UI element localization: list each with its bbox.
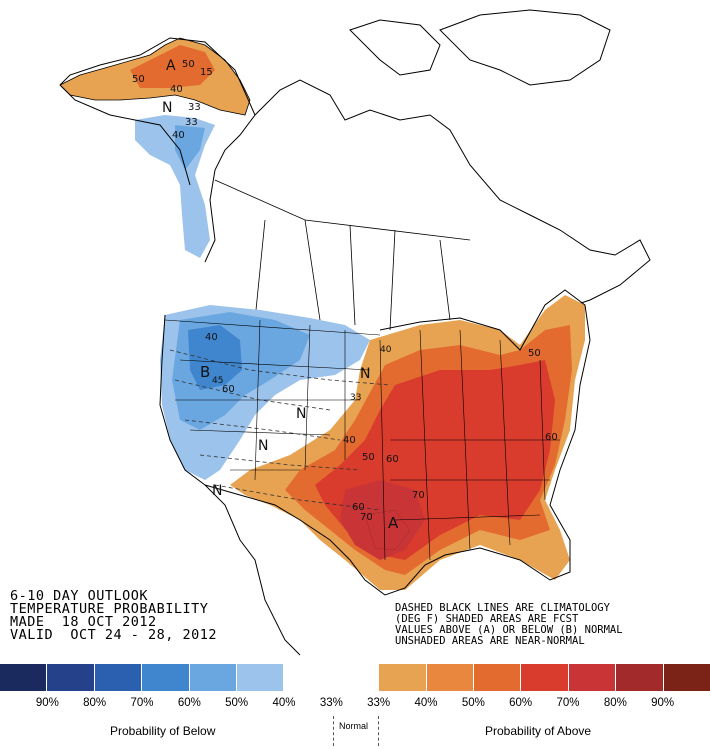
- legend-swatch: [331, 664, 380, 691]
- legend-swatch: [284, 664, 332, 691]
- legend-tick-label: 90%: [651, 697, 675, 709]
- legend-swatch: [521, 664, 569, 691]
- canada-outline: [254, 9, 651, 311]
- contour-label: 70: [360, 512, 373, 523]
- note-line: DASHED BLACK LINES ARE CLIMATOLOGY: [395, 602, 610, 614]
- contour-label: 33: [185, 117, 198, 128]
- legend-swatch: [94, 664, 143, 691]
- contour-label: 33: [188, 102, 201, 113]
- note-line: VALUES ABOVE (A) OR BELOW (B) NORMAL: [395, 624, 623, 636]
- contour-label: 60: [545, 432, 558, 443]
- legend-swatch: [189, 664, 238, 691]
- legend-tick-label: 33%: [367, 697, 391, 709]
- near-normal-n-label: N: [360, 366, 370, 382]
- contour-label: 60: [386, 454, 399, 465]
- state-lines: [164, 319, 560, 561]
- legend-separator: [378, 716, 379, 746]
- near-normal-n-label: N: [258, 438, 268, 454]
- legend-tick-label: 33%: [319, 697, 343, 709]
- contour-label: 50: [182, 59, 195, 70]
- province-lines: [214, 179, 471, 331]
- legend-tick-labels: 90% 80% 70% 60% 50% 40% 33% 33% 40% 50% 60% 70% 80% 9…: [0, 697, 710, 711]
- legend-tick-label: 40%: [272, 697, 296, 709]
- legend-tick-label: 80%: [83, 697, 107, 709]
- legend-swatch: [663, 664, 710, 691]
- contour-label: 60: [352, 502, 365, 513]
- contour-label: 40: [172, 130, 185, 141]
- legend-tick-label: 50%: [461, 697, 485, 709]
- legend-separator: [333, 716, 334, 746]
- alaska-a-label: A: [166, 58, 176, 74]
- contour-label: 40: [343, 435, 356, 446]
- contour-label: 50: [362, 452, 375, 463]
- legend-tick-label: 50%: [225, 697, 249, 709]
- legend-tick-label: 90%: [35, 697, 59, 709]
- south-a-label: A: [388, 514, 399, 532]
- below-caption: Probability of Below: [110, 724, 216, 738]
- near-normal-n-label: N: [296, 406, 306, 422]
- near-normal-n-label: N: [212, 483, 222, 499]
- legend-tick-label: 60%: [177, 697, 201, 709]
- contour-label: 40: [380, 345, 392, 355]
- contour-label: 60: [222, 384, 235, 395]
- legend-tick-label: 40%: [414, 697, 438, 709]
- legend-swatch: [474, 664, 522, 691]
- legend-swatch: [237, 664, 285, 691]
- note-line: UNSHADED AREAS ARE NEAR-NORMAL: [395, 635, 585, 647]
- outlook-title: 6-10 DAY OUTLOOK: [10, 588, 149, 604]
- note-line: (DEG F) SHADED AREAS ARE FCST: [395, 613, 579, 625]
- legend-tick-label: 60%: [509, 697, 533, 709]
- outlook-info: 6-10 DAY OUTLOOK TEMPERATURE PROBABILITY…: [10, 588, 218, 643]
- alaska-outline: [59, 37, 256, 263]
- contour-label: 50: [528, 348, 541, 359]
- legend-swatch: [379, 664, 427, 691]
- west-below-core: [188, 325, 242, 390]
- legend-tick-label: 70%: [556, 697, 580, 709]
- map-notes: DASHED BLACK LINES ARE CLIMATOLOGY (DEG …: [395, 603, 623, 647]
- contour-label: 15: [200, 67, 213, 78]
- contour-label: 70: [412, 490, 425, 501]
- normal-caption: Normal: [339, 721, 369, 731]
- outlook-valid-dates: VALID OCT 24 - 28, 2012: [10, 627, 218, 643]
- outlook-map: A N 50 40 33 15 40 50 33 B 40 60 45 N N …: [59, 9, 651, 656]
- contour-label: 33: [350, 393, 361, 403]
- outlook-subtitle: TEMPERATURE PROBABILITY: [10, 601, 209, 617]
- climatology-lines: [169, 349, 391, 511]
- outlook-made-date: MADE 18 OCT 2012: [10, 614, 157, 630]
- legend-swatch: [426, 664, 475, 691]
- above-caption: Probability of Above: [485, 724, 592, 738]
- conus-outline: [159, 289, 591, 656]
- contour-label: 40: [170, 84, 183, 95]
- legend-color-bar: [0, 664, 710, 691]
- legend-tick-label: 80%: [603, 697, 627, 709]
- west-b-label: B: [200, 363, 210, 381]
- legend-swatch: [142, 664, 190, 691]
- legend-swatch: [47, 664, 95, 691]
- legend-swatch: [0, 664, 48, 691]
- legend-swatch: [616, 664, 664, 691]
- legend-tick-label: 70%: [130, 697, 154, 709]
- contour-label: 45: [212, 376, 223, 386]
- alaska-n-label: N: [162, 100, 172, 116]
- contour-label: 50: [132, 74, 145, 85]
- alaska-above-core: [130, 45, 215, 88]
- contour-label: 40: [205, 332, 218, 343]
- legend-swatch: [568, 664, 617, 691]
